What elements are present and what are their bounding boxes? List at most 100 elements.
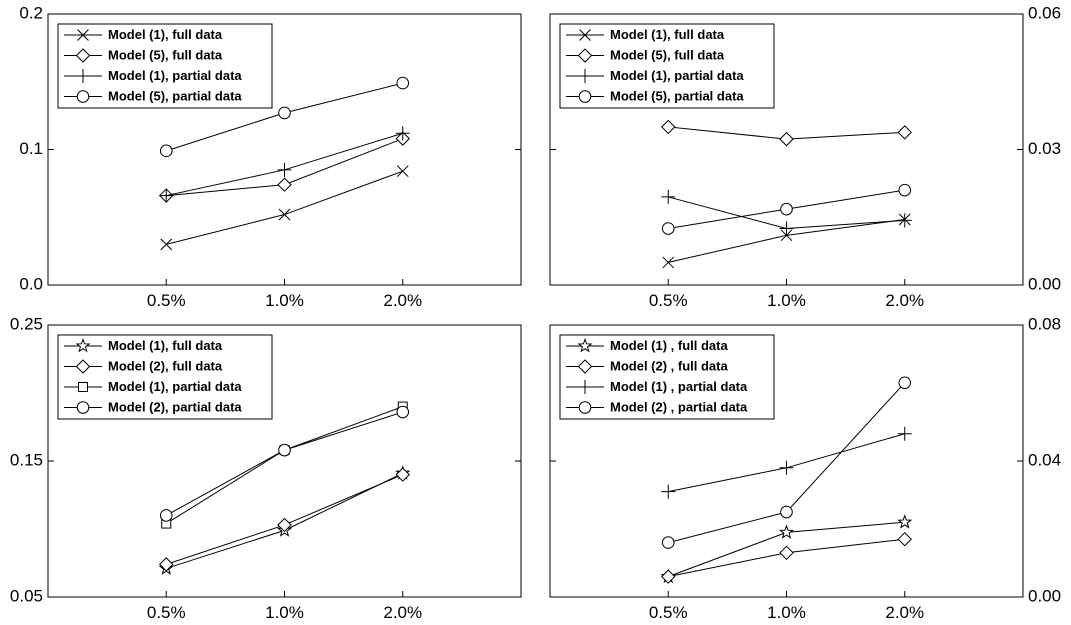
series-3 xyxy=(661,189,912,236)
data-point xyxy=(897,514,913,529)
legend: Model (1), full data Model (2), full data… xyxy=(57,334,273,420)
y-tick-label: 0.00 xyxy=(1028,586,1061,605)
legend-entry: Model (2) , partial data xyxy=(610,399,748,414)
data-point xyxy=(277,517,292,533)
legend-marker xyxy=(77,29,89,41)
data-point xyxy=(661,569,676,584)
legend-marker xyxy=(578,380,592,394)
series-3 xyxy=(661,426,912,499)
series-2 xyxy=(661,119,912,147)
data-point xyxy=(396,165,409,178)
series-2 xyxy=(159,131,410,203)
legend-entry: Model (1), full data xyxy=(610,27,725,42)
series-4 xyxy=(159,405,410,522)
legend-box xyxy=(559,23,775,109)
x-tick-label: 2.0% xyxy=(885,603,924,622)
data-point xyxy=(661,189,676,204)
series-1 xyxy=(160,165,409,251)
series-3 xyxy=(161,401,408,529)
series-2 xyxy=(661,531,912,584)
data-point xyxy=(159,557,174,572)
data-point xyxy=(661,119,676,135)
x-tick-label: 0.5% xyxy=(649,291,688,310)
series-2 xyxy=(159,467,410,572)
x-tick-label: 1.0% xyxy=(767,291,806,310)
data-point xyxy=(662,256,675,269)
legend-marker xyxy=(75,48,91,63)
chart-panel-2: 0.00 0.03 0.06 0.5% 1.0% 2.0% Model (1), full … xyxy=(549,3,1061,310)
data-point xyxy=(278,208,291,221)
data-point xyxy=(278,443,291,457)
x-tick-label: 2.0% xyxy=(383,291,422,310)
data-point xyxy=(897,426,912,441)
x-tick-label: 0.5% xyxy=(147,603,186,622)
x-tick-label: 2.0% xyxy=(383,603,422,622)
legend: Model (1), full data Model (5), full data… xyxy=(559,23,775,109)
legend-marker xyxy=(76,69,90,83)
legend-entry: Model (1), partial data xyxy=(108,68,242,83)
legend-box xyxy=(57,334,273,420)
legend-marker xyxy=(577,338,593,353)
y-tick-label: 0.25 xyxy=(10,314,43,333)
data-point xyxy=(897,213,912,228)
y-tick-label: 0.03 xyxy=(1028,139,1061,158)
chart-panel-4: 0.00 0.04 0.08 0.5% 1.0% 2.0% Model (1) , full… xyxy=(549,314,1061,622)
data-point xyxy=(898,376,912,390)
legend-entry: Model (1), partial data xyxy=(108,379,242,394)
x-tick-label: 2.0% xyxy=(885,291,924,310)
x-tick-label: 0.5% xyxy=(649,603,688,622)
data-point xyxy=(396,76,410,90)
legend-entry: Model (2), full data xyxy=(108,358,223,373)
legend-entry: Model (2), partial data xyxy=(108,399,242,414)
data-point xyxy=(780,202,793,216)
data-point xyxy=(897,531,912,547)
legend-box xyxy=(559,334,775,420)
data-point xyxy=(395,126,410,141)
series-line xyxy=(165,406,403,524)
series-4 xyxy=(661,183,912,235)
data-point xyxy=(779,545,794,561)
y-tick-label: 0.1 xyxy=(19,139,43,158)
data-point xyxy=(159,509,173,522)
data-point xyxy=(160,238,173,251)
legend-marker xyxy=(578,401,592,414)
legend-marker xyxy=(76,401,90,414)
data-point xyxy=(661,484,676,499)
y-tick-label: 0.05 xyxy=(10,586,43,605)
x-tick-label: 0.5% xyxy=(147,291,186,310)
data-point xyxy=(396,405,410,419)
legend-entry: Model (5), partial data xyxy=(610,88,744,103)
legend-entry: Model (5), partial data xyxy=(108,88,242,103)
legend-entry: Model (2) , full data xyxy=(610,358,728,373)
x-tick-label: 1.0% xyxy=(265,291,304,310)
data-point xyxy=(395,467,410,482)
data-point xyxy=(159,144,173,158)
legend-marker xyxy=(76,90,90,103)
legend-marker xyxy=(578,90,592,103)
legend-box xyxy=(57,23,273,109)
data-point xyxy=(898,183,912,197)
x-tick-label: 1.0% xyxy=(767,603,806,622)
data-point xyxy=(277,162,292,177)
chart-panel-1: 0.0 0.1 0.2 0.5% 1.0% 2.0% Model (1), full dat… xyxy=(19,3,522,310)
data-point xyxy=(159,188,174,203)
data-point xyxy=(277,177,292,192)
y-tick-label: 0.00 xyxy=(1028,274,1061,293)
data-point xyxy=(780,505,793,519)
legend-entry: Model (1), full data xyxy=(108,338,223,353)
data-point xyxy=(897,125,912,140)
legend-entry: Model (1) , partial data xyxy=(610,379,748,394)
y-tick-label: 0.06 xyxy=(1028,3,1061,22)
legend-entry: Model (1), partial data xyxy=(610,68,744,83)
legend-entry: Model (1) , full data xyxy=(610,338,728,353)
data-point xyxy=(778,524,795,539)
y-tick-label: 0.15 xyxy=(10,450,43,469)
legend-entry: Model (5), full data xyxy=(610,47,725,62)
data-point xyxy=(661,536,675,549)
legend-marker xyxy=(577,48,593,63)
data-point xyxy=(779,460,794,475)
series-line xyxy=(166,411,403,516)
legend: Model (1), full data Model (5), full data… xyxy=(57,23,273,109)
data-point xyxy=(779,221,794,236)
